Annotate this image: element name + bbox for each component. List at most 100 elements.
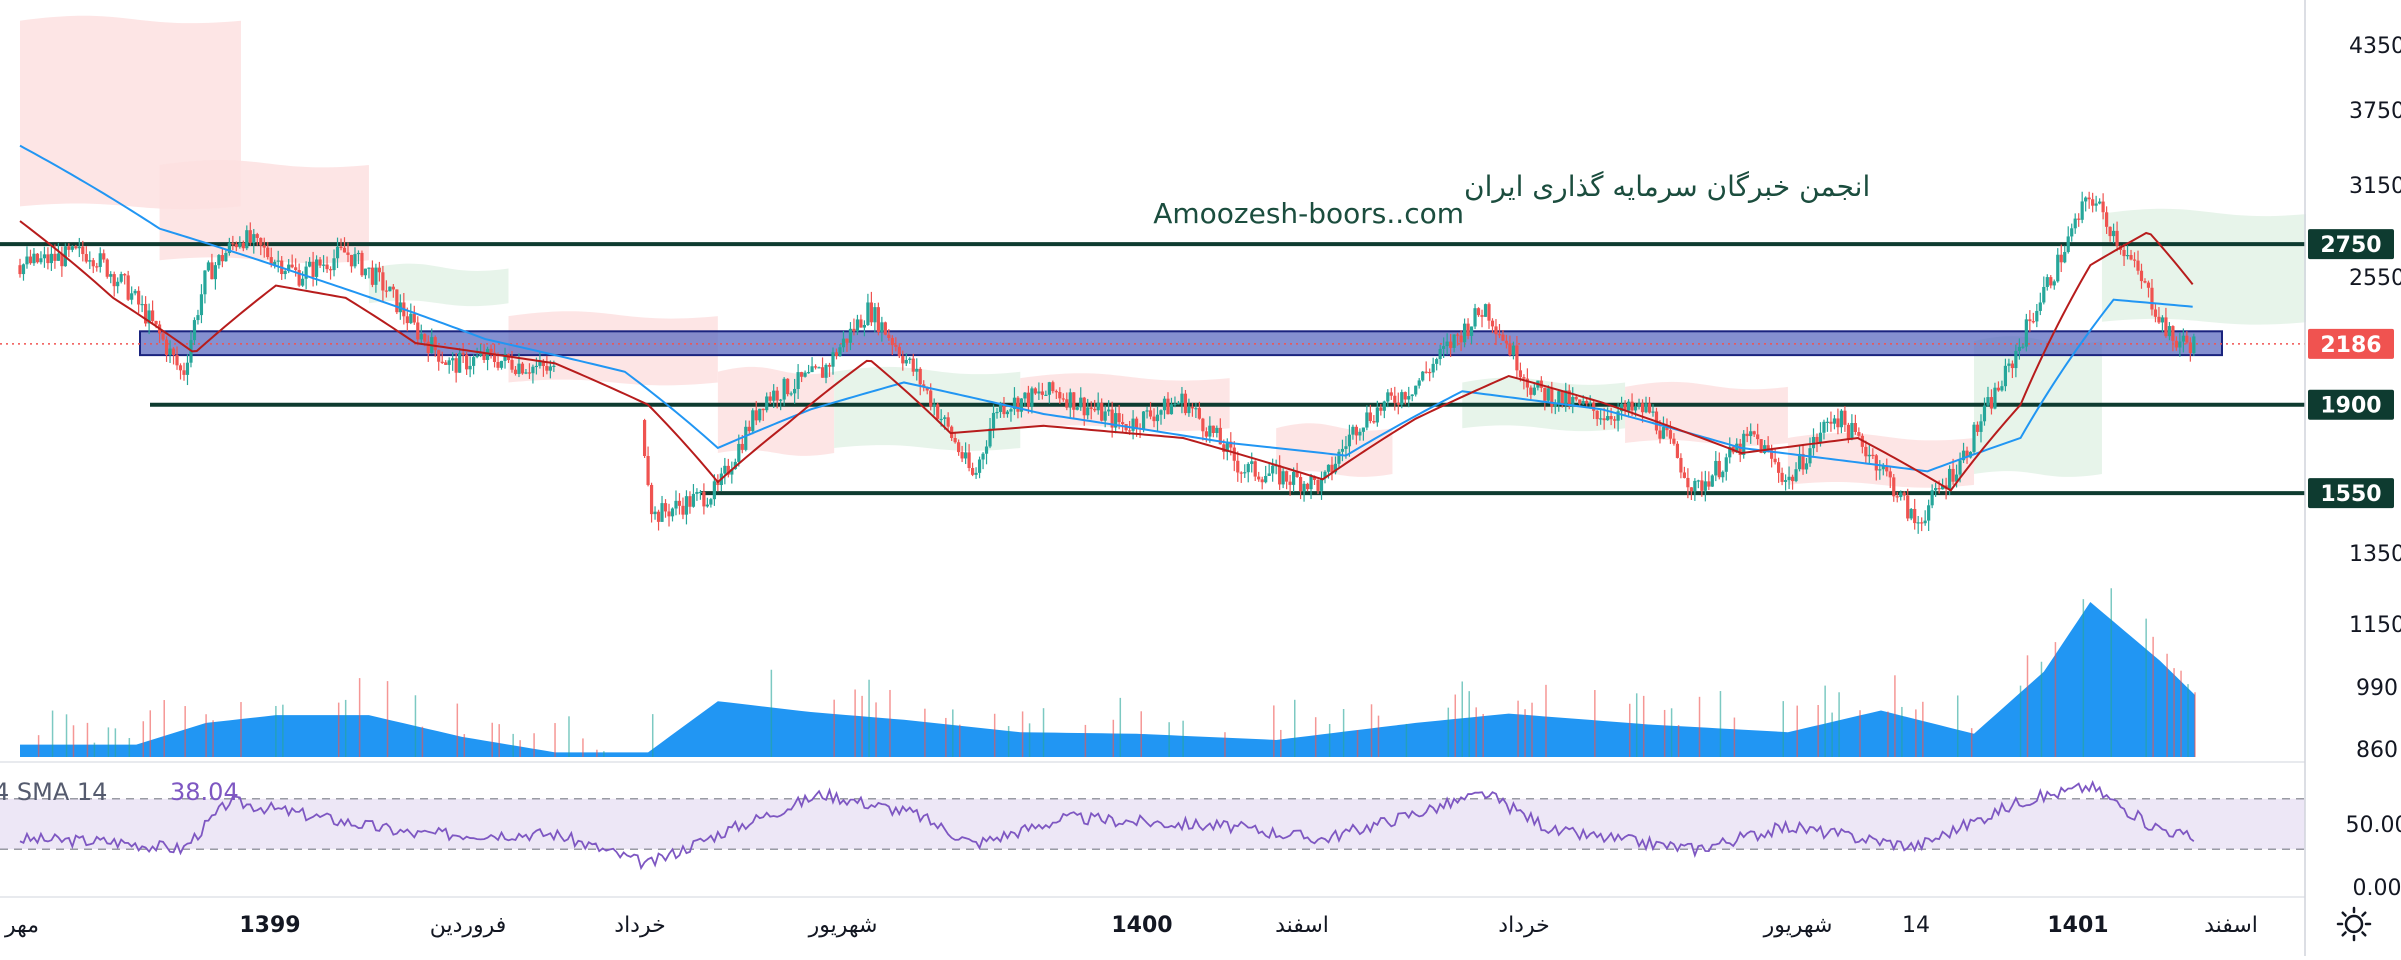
candle-body	[1107, 409, 1111, 412]
candle-body	[150, 310, 155, 321]
cloud-segment-5	[834, 366, 1021, 451]
candle-body	[297, 270, 301, 286]
candle-body	[1291, 471, 1296, 485]
candle-body	[1305, 483, 1310, 490]
candle-body	[1103, 411, 1107, 421]
candle-body	[1058, 392, 1062, 399]
candle-body	[1777, 462, 1781, 473]
candle-body	[1086, 407, 1090, 416]
candle-body	[1668, 430, 1673, 439]
candle-body	[2150, 287, 2154, 310]
candle-body	[1026, 392, 1031, 407]
candle-body	[98, 253, 102, 267]
candle-body	[1818, 432, 1823, 443]
candle-body	[883, 322, 887, 335]
candle-body	[241, 242, 245, 249]
candle-body	[1281, 471, 1285, 485]
candle-body	[269, 257, 273, 265]
candle-body	[1961, 450, 1966, 461]
candle-body	[1927, 505, 1931, 521]
candle-body	[1934, 487, 1938, 491]
candle-body	[1797, 453, 1802, 470]
candle-body	[164, 339, 169, 355]
candle-body	[388, 286, 392, 292]
candle-body	[751, 410, 755, 432]
candle-body	[203, 270, 207, 295]
time-axis[interactable]: مهر 1399 فروردین خرداد شهریور 1400 اسفند خرداد ش…	[4, 913, 2258, 938]
rsi-tick: 50.00	[2346, 813, 2401, 838]
candle-body	[1100, 402, 1104, 421]
candle-body	[2157, 316, 2161, 323]
candle-body	[2136, 260, 2140, 271]
candle-body	[1721, 471, 1725, 478]
time-label: خرداد	[614, 913, 665, 938]
candle-body	[255, 234, 259, 238]
candle-body	[287, 264, 291, 272]
candles	[18, 191, 2196, 534]
candle-body	[231, 243, 235, 245]
candle-body	[953, 438, 957, 443]
candle-body	[199, 294, 204, 316]
candle-body	[681, 505, 685, 515]
candle-body	[1410, 394, 1414, 397]
candle-body	[318, 259, 322, 266]
time-label: خرداد	[1498, 913, 1549, 938]
candle-body	[2115, 230, 2119, 246]
candle-body	[820, 367, 825, 378]
candle-body	[182, 370, 186, 375]
candle-body	[1689, 487, 1693, 492]
candle-body	[642, 420, 647, 457]
candle-body	[1298, 476, 1303, 492]
candle-body	[1285, 471, 1289, 482]
candle-body	[1574, 396, 1578, 400]
candle-body	[185, 362, 190, 375]
candle-body	[2146, 282, 2151, 288]
cloud-segment-1	[159, 160, 369, 264]
candle-body	[1414, 385, 1418, 395]
candle-body	[2010, 363, 2014, 369]
candle-body	[1424, 371, 1428, 373]
time-label: 1400	[1111, 913, 1172, 938]
candle-body	[2056, 254, 2060, 282]
candle-body	[1829, 421, 1833, 424]
sun-gear-icon[interactable]	[2336, 906, 2372, 942]
candle-body	[1836, 418, 1840, 428]
candle-body	[137, 290, 141, 305]
candle-body	[1916, 522, 1920, 524]
candle-body	[1197, 408, 1201, 419]
candle-body	[1030, 388, 1034, 407]
candle-body	[1780, 472, 1784, 482]
candle-body	[273, 261, 277, 265]
candle-body	[437, 350, 441, 362]
candle-body	[1794, 469, 1798, 482]
candle-body	[1396, 402, 1400, 405]
candle-body	[775, 390, 779, 401]
candle-body	[1951, 468, 1955, 482]
candle-body	[1208, 425, 1212, 437]
price-badge-label: 2186	[2320, 333, 2381, 358]
candle-body	[161, 333, 165, 340]
price-badge-1550	[2308, 478, 2394, 509]
candle-body	[998, 403, 1003, 412]
candle-body	[1954, 474, 1959, 482]
candle-body	[793, 388, 797, 394]
candle-body	[957, 442, 961, 453]
candle-body	[656, 511, 661, 522]
price-axis[interactable]: 4350 3750 3150 2550 1350 1150 990 860 50.00 0.00 2…	[2304, 0, 2401, 956]
candle-body	[691, 493, 696, 507]
candle-body	[356, 252, 361, 255]
rsi-legend-label[interactable]: 4 SMA 14	[0, 778, 107, 806]
candle-body	[2108, 226, 2112, 237]
candle-body	[1455, 334, 1460, 336]
candle-body	[1407, 396, 1411, 400]
candle-body	[234, 244, 238, 248]
candle-body	[213, 265, 218, 280]
candle-body	[294, 267, 298, 271]
candle-body	[670, 508, 675, 517]
candle-body	[1490, 320, 1495, 327]
candle-body	[520, 363, 525, 374]
candle-body	[304, 266, 308, 279]
candle-body	[1595, 410, 1599, 420]
